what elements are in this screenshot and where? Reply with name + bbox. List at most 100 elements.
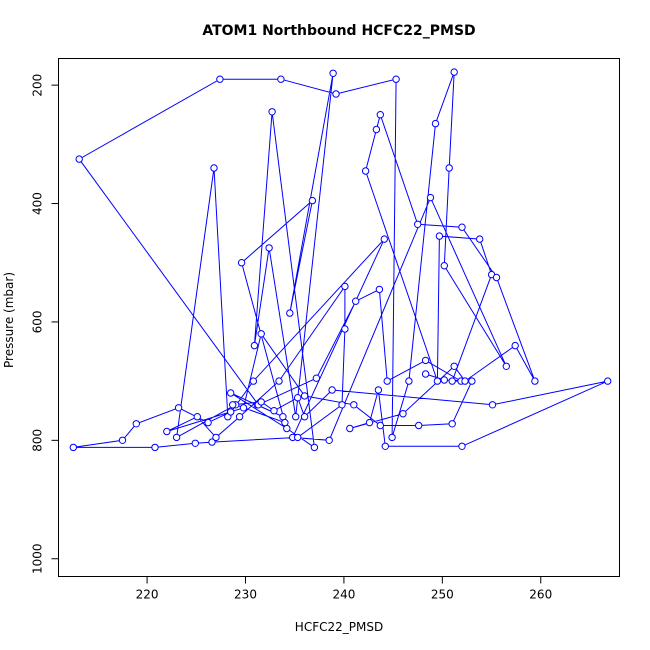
data-point: [468, 377, 476, 385]
data-point: [249, 377, 258, 385]
data-point: [604, 377, 612, 385]
data-point: [204, 418, 212, 427]
data-point: [294, 433, 302, 442]
y-tick-label: 600: [31, 310, 45, 333]
data-point: [361, 167, 370, 175]
data-point: [212, 433, 220, 442]
data-point: [227, 389, 235, 397]
data-point: [300, 413, 309, 421]
data-point: [445, 164, 453, 172]
data-point: [476, 235, 484, 243]
data-series: [69, 68, 612, 452]
data-point: [448, 377, 456, 385]
data-point: [118, 436, 127, 444]
data-point: [346, 424, 354, 433]
data-point: [376, 421, 384, 430]
data-point: [250, 341, 259, 350]
data-point: [270, 407, 278, 415]
data-point: [172, 433, 181, 442]
data-point: [332, 90, 340, 98]
data-point: [488, 401, 497, 409]
data-point: [265, 244, 273, 252]
data-point: [208, 438, 216, 446]
data-point: [235, 413, 244, 421]
data-point: [450, 362, 458, 370]
y-axis-label: Pressure (mbar): [2, 272, 16, 368]
data-point: [257, 398, 265, 406]
data-point: [383, 377, 391, 385]
data-point: [376, 111, 384, 119]
chart-title: ATOM1 Northbound HCFC22_PMSD: [202, 23, 475, 39]
data-point: [458, 223, 466, 231]
data-point: [450, 68, 458, 76]
data-point: [239, 404, 248, 412]
data-point: [492, 273, 501, 282]
data-point: [435, 232, 444, 240]
data-point: [365, 418, 374, 427]
data-point: [75, 155, 83, 163]
data-point: [415, 421, 423, 430]
data-point: [227, 408, 235, 416]
y-tick-label: 400: [31, 192, 45, 215]
data-point: [405, 377, 413, 385]
y-tick-label: 200: [31, 74, 45, 97]
data-point: [399, 410, 407, 418]
data-point: [237, 259, 246, 267]
data-point: [458, 442, 466, 450]
data-point: [502, 362, 510, 370]
data-point: [325, 436, 333, 444]
data-point: [440, 376, 448, 384]
data-point: [216, 75, 224, 83]
x-tick-label: 220: [136, 588, 159, 602]
data-point: [511, 341, 519, 350]
data-point: [268, 108, 276, 116]
data-point: [229, 401, 237, 409]
data-point: [294, 394, 302, 402]
data-point: [421, 370, 430, 378]
data-point: [281, 418, 289, 427]
data-point: [341, 282, 349, 291]
data-point: [69, 443, 78, 452]
data-point: [292, 413, 300, 421]
data-point: [286, 309, 294, 317]
data-point: [375, 285, 384, 294]
data-point: [531, 377, 539, 385]
x-tick-label: 240: [332, 588, 355, 602]
data-point: [414, 220, 422, 229]
y-tick-label: 800: [31, 429, 45, 452]
x-tick-label: 250: [431, 588, 454, 602]
data-point: [448, 420, 456, 428]
data-point: [174, 404, 183, 412]
data-point: [329, 69, 337, 78]
data-point: [380, 235, 388, 243]
data-point: [440, 262, 448, 270]
data-point: [328, 386, 336, 394]
data-point: [257, 330, 265, 338]
data-point: [421, 356, 430, 365]
data-point: [308, 196, 317, 205]
data-point: [350, 401, 358, 409]
data-point: [151, 443, 159, 452]
x-axis-label: HCFC22_PMSD: [295, 620, 383, 634]
plot-frame: [58, 58, 620, 577]
data-point: [372, 125, 381, 134]
data-point: [312, 374, 321, 382]
data-point: [341, 325, 349, 333]
data-point: [388, 433, 396, 442]
data-point: [461, 377, 469, 385]
x-tick-label: 260: [529, 588, 552, 602]
data-point: [381, 442, 389, 450]
data-point: [300, 392, 309, 400]
y-tick-label: 1000: [31, 543, 45, 574]
data-point: [132, 420, 141, 428]
data-point: [193, 413, 202, 421]
data-point: [433, 377, 442, 385]
data-point: [275, 377, 283, 385]
data-point: [352, 297, 360, 305]
data-point: [392, 75, 400, 83]
data-point: [374, 386, 383, 394]
data-point: [191, 439, 200, 447]
data-point: [426, 193, 435, 202]
